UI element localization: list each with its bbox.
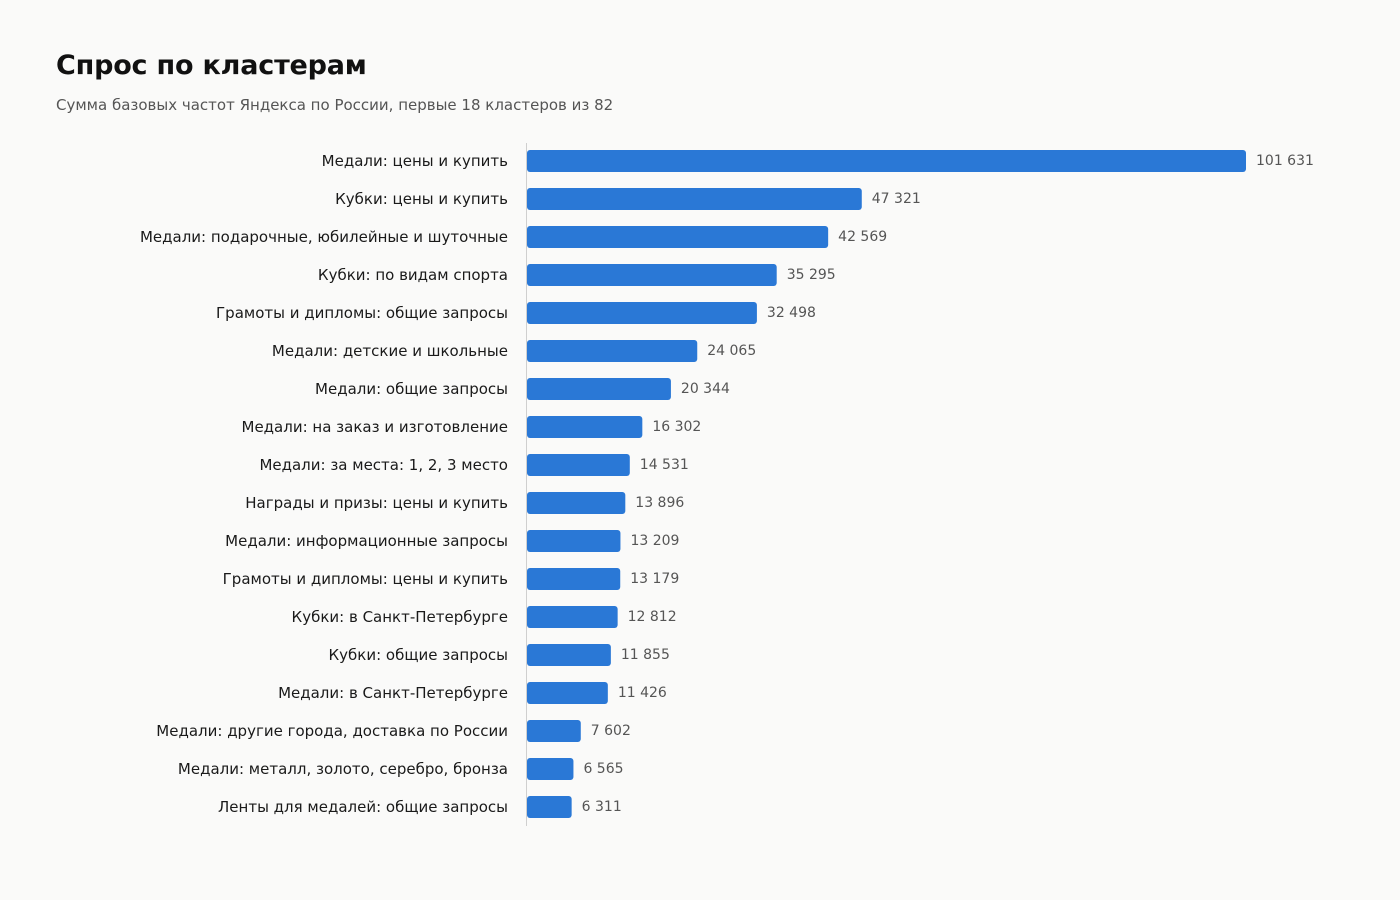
category-label: Медали: цены и купить	[322, 152, 508, 170]
bar	[527, 644, 611, 666]
category-label: Медали: подарочные, юбилейные и шуточные	[140, 228, 508, 246]
bar	[527, 226, 829, 248]
bar	[527, 758, 574, 780]
bar	[527, 796, 572, 818]
value-label: 13 209	[630, 533, 679, 549]
bar	[527, 606, 618, 628]
category-label: Ленты для медалей: общие запросы	[218, 798, 508, 816]
value-label: 6 311	[582, 799, 622, 815]
value-label: 24 065	[707, 343, 756, 359]
category-label: Кубки: общие запросы	[329, 646, 508, 664]
category-label: Медали: информационные запросы	[225, 532, 508, 550]
category-label: Грамоты и дипломы: общие запросы	[216, 304, 508, 322]
category-label: Грамоты и дипломы: цены и купить	[223, 570, 508, 588]
value-label: 7 602	[591, 723, 631, 739]
category-label: Кубки: по видам спорта	[318, 266, 508, 284]
value-label: 14 531	[640, 457, 689, 473]
category-label: Кубки: в Санкт-Петербурге	[292, 608, 508, 626]
bar	[527, 150, 1246, 172]
value-label: 101 631	[1256, 153, 1314, 169]
bar	[527, 530, 621, 552]
bar	[527, 568, 621, 590]
value-label: 13 896	[635, 495, 684, 511]
value-label: 35 295	[787, 267, 836, 283]
chart-title: Спрос по кластерам	[56, 50, 367, 81]
bar	[527, 188, 862, 210]
value-label: 12 812	[628, 609, 677, 625]
category-label: Медали: детские и школьные	[272, 342, 508, 360]
value-label: 32 498	[767, 305, 816, 321]
category-label: Медали: общие запросы	[315, 380, 508, 398]
bar	[527, 492, 626, 514]
bar	[527, 416, 643, 438]
bar	[527, 378, 671, 400]
category-label: Медали: за места: 1, 2, 3 место	[259, 456, 508, 474]
category-label: Медали: металл, золото, серебро, бронза	[178, 760, 508, 778]
value-label: 47 321	[872, 191, 921, 207]
bar	[527, 682, 608, 704]
value-label: 6 565	[583, 761, 623, 777]
value-label: 11 426	[618, 685, 667, 701]
value-label: 16 302	[652, 419, 701, 435]
value-label: 11 855	[621, 647, 670, 663]
bar	[527, 454, 630, 476]
value-label: 42 569	[838, 229, 887, 245]
category-label: Медали: другие города, доставка по Росси…	[156, 722, 508, 740]
category-label: Кубки: цены и купить	[335, 190, 508, 208]
category-label: Медали: в Санкт-Петербурге	[278, 684, 508, 702]
value-label: 20 344	[681, 381, 730, 397]
category-label: Медали: на заказ и изготовление	[242, 418, 508, 436]
bar	[527, 264, 777, 286]
bar	[527, 340, 698, 362]
category-label: Награды и призы: цены и купить	[245, 494, 508, 512]
bar	[527, 302, 757, 324]
chart-subtitle: Сумма базовых частот Яндекса по России, …	[56, 96, 614, 114]
value-label: 13 179	[630, 571, 679, 587]
bar	[527, 720, 581, 742]
